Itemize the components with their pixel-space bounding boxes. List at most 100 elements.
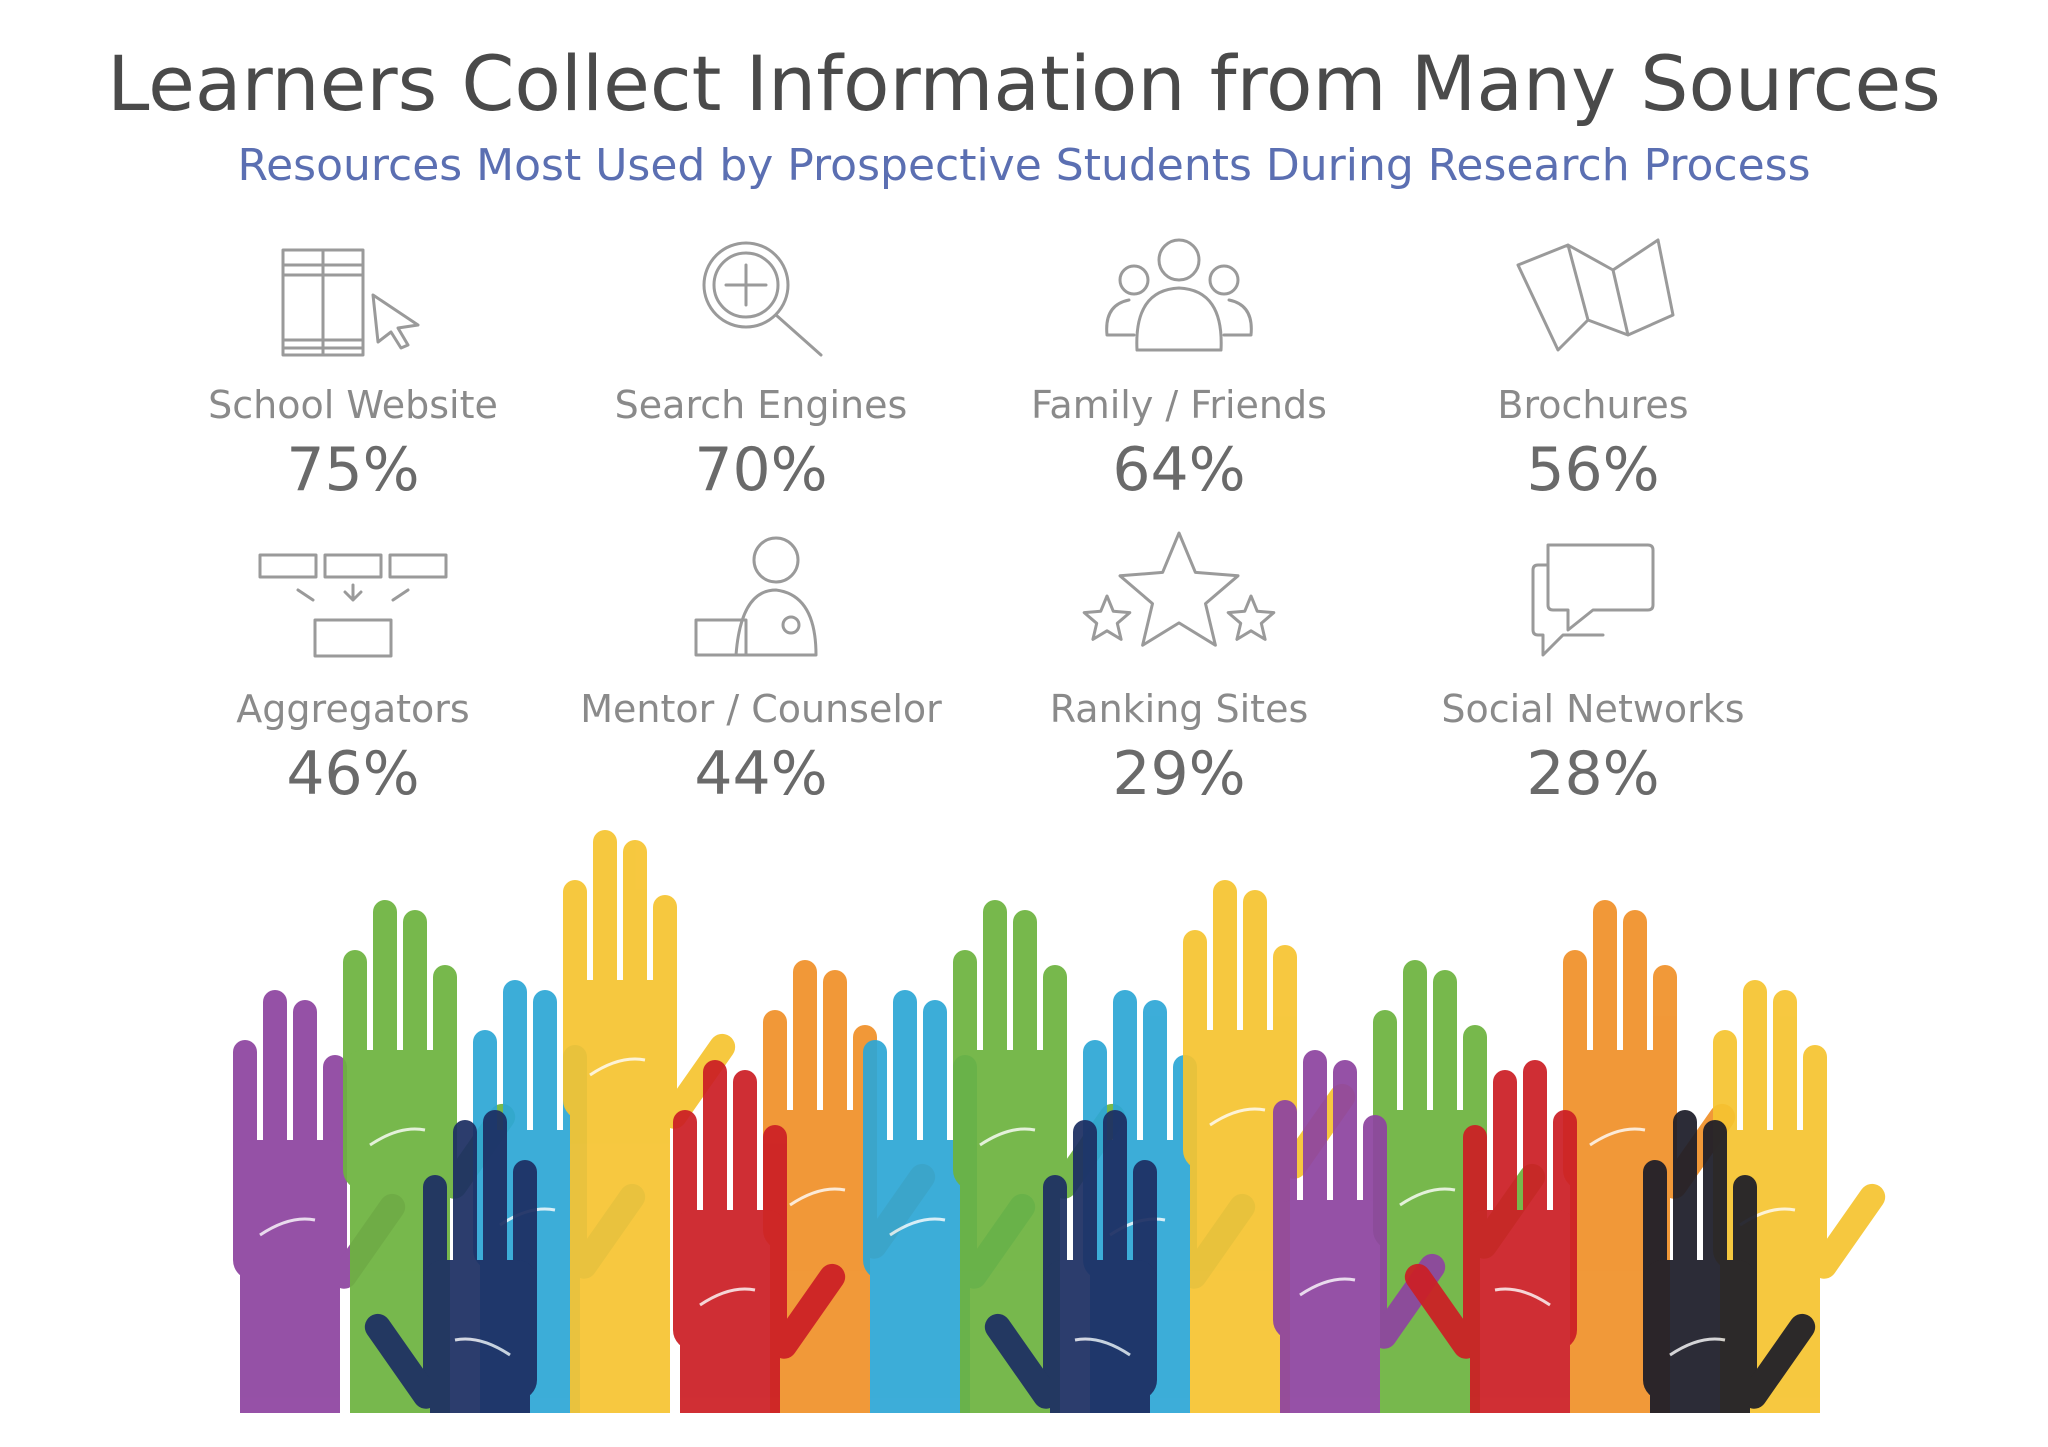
- icon-part: [1208, 264, 1240, 296]
- thumb: [770, 1263, 846, 1359]
- icon-part: [724, 263, 823, 357]
- icon-part: [781, 615, 801, 635]
- subtitle: Resources Most Used by Prospective Stude…: [237, 140, 1810, 191]
- icon-part: [258, 553, 318, 579]
- palm: [1273, 1200, 1387, 1340]
- item-value: 56%: [1526, 435, 1659, 505]
- finger: [1243, 890, 1267, 1070]
- item-value: 46%: [286, 739, 419, 809]
- thumb: [1740, 1313, 1816, 1409]
- finger: [1523, 1060, 1547, 1250]
- title: Learners Collect Information from Many S…: [107, 39, 1941, 128]
- arm: [870, 1260, 970, 1413]
- item-icon: [1531, 543, 1655, 657]
- thumb: [660, 1033, 736, 1129]
- crease: [1589, 1127, 1646, 1147]
- icon-part: [1105, 286, 1253, 352]
- icon-part: [371, 293, 420, 350]
- item-icon: [694, 536, 818, 657]
- item-value: 64%: [1112, 435, 1245, 505]
- hand: [1404, 1060, 1577, 1413]
- item-label: School Website: [208, 383, 498, 427]
- item-icon: [1516, 238, 1675, 352]
- finger: [703, 1060, 727, 1250]
- hand: [1643, 1110, 1816, 1413]
- finger: [403, 910, 427, 1090]
- icon-part: [1082, 594, 1132, 641]
- crease: [589, 1057, 646, 1077]
- item-label: Mentor / Counselor: [580, 687, 942, 731]
- arm: [240, 1260, 340, 1413]
- icon-part: [1226, 594, 1276, 641]
- palm: [1183, 1030, 1297, 1170]
- arm: [1470, 1330, 1570, 1413]
- crease: [1669, 1337, 1726, 1357]
- palm: [763, 1110, 877, 1250]
- crease: [1299, 1277, 1356, 1297]
- icon-part: [321, 248, 365, 357]
- finger: [1593, 900, 1617, 1090]
- finger: [453, 1120, 477, 1300]
- finger: [823, 970, 847, 1150]
- item-value: 44%: [694, 739, 827, 809]
- thumb: [1810, 1183, 1886, 1279]
- crease: [1494, 1287, 1551, 1307]
- finger: [1433, 970, 1457, 1150]
- item-icon: [281, 248, 420, 357]
- icon-part: [1531, 563, 1605, 657]
- crease: [979, 1127, 1036, 1147]
- item-value: 75%: [286, 435, 419, 505]
- finger: [593, 830, 617, 1020]
- item-label: Ranking Sites: [1050, 687, 1309, 731]
- icon-part: [752, 536, 800, 584]
- item-value: 29%: [1112, 739, 1245, 809]
- finger: [1773, 990, 1797, 1170]
- finger: [263, 990, 287, 1180]
- crease: [789, 1187, 846, 1207]
- palm: [1713, 1130, 1827, 1270]
- thumb: [1404, 1263, 1480, 1359]
- finger: [483, 1110, 507, 1300]
- palm: [673, 1210, 787, 1350]
- crease: [259, 1217, 316, 1237]
- icon-part: [281, 263, 365, 350]
- finger: [373, 900, 397, 1090]
- arm: [680, 1330, 780, 1413]
- finger: [1103, 1110, 1127, 1300]
- icon-part: [1118, 264, 1150, 296]
- item-label: Family / Friends: [1031, 383, 1327, 427]
- hands-illustration: [233, 830, 1886, 1413]
- finger: [1303, 1050, 1327, 1240]
- finger: [1673, 1110, 1697, 1300]
- finger: [793, 960, 817, 1150]
- palm: [953, 1050, 1067, 1190]
- crease: [454, 1337, 511, 1357]
- palm: [1643, 1260, 1757, 1400]
- icon-part: [1118, 531, 1240, 647]
- hand: [1273, 1050, 1446, 1413]
- finger: [1143, 1000, 1167, 1180]
- item-icon: [258, 553, 448, 658]
- crease: [1074, 1337, 1131, 1357]
- finger: [293, 1000, 317, 1180]
- item-label: Aggregators: [236, 687, 469, 731]
- icon-part: [1546, 543, 1655, 632]
- finger: [1493, 1070, 1517, 1250]
- icon-part: [296, 583, 410, 602]
- crease: [889, 1217, 946, 1237]
- item-icon: [702, 241, 823, 357]
- item-icon: [1082, 531, 1276, 647]
- finger: [503, 980, 527, 1170]
- finger: [1703, 1120, 1727, 1300]
- finger: [733, 1070, 757, 1250]
- crease: [1399, 1187, 1456, 1207]
- hand: [984, 1110, 1157, 1413]
- finger: [893, 990, 917, 1180]
- finger: [1073, 1120, 1097, 1300]
- palm: [1463, 1210, 1577, 1350]
- icon-part: [734, 588, 818, 657]
- finger: [1623, 910, 1647, 1090]
- finger: [623, 840, 647, 1020]
